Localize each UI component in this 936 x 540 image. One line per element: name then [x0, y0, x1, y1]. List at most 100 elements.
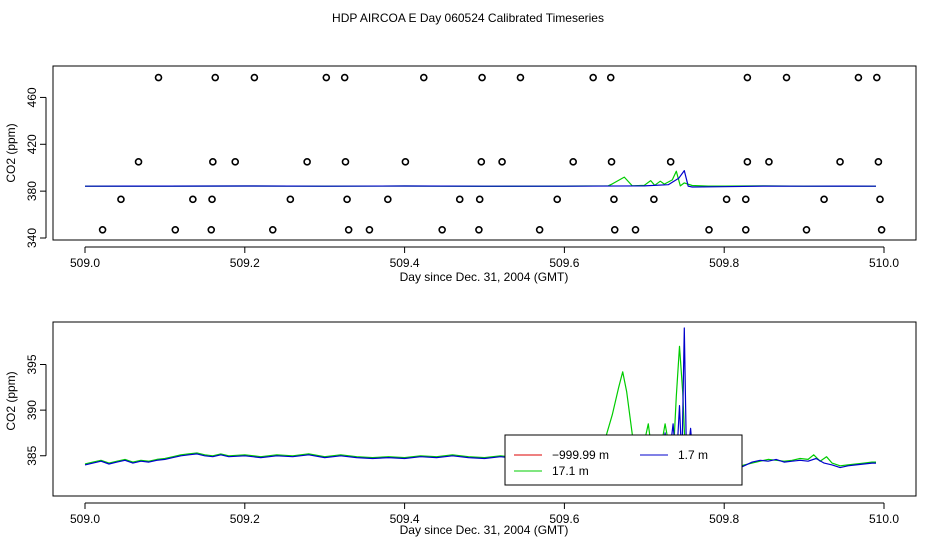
y-axis-label: CO2 (ppm): [4, 123, 18, 182]
data-point: [250, 73, 259, 82]
legend-label: 1.7 m: [678, 448, 708, 462]
data-point: [607, 158, 616, 166]
data-point: [384, 195, 392, 204]
x-tick-label: 509.8: [709, 256, 739, 270]
data-point: [666, 158, 675, 166]
data-point: [877, 226, 886, 234]
x-axis-label: Day since Dec. 31, 2004 (GMT): [400, 270, 569, 284]
data-point: [553, 195, 562, 204]
data-point: [631, 226, 640, 234]
x-tick-label: 509.0: [70, 512, 100, 526]
data-point: [765, 158, 773, 166]
legend-label: 17.1 m: [552, 464, 589, 478]
x-tick-label: 509.4: [390, 256, 420, 270]
data-point: [134, 158, 143, 166]
data-point: [610, 195, 618, 204]
y-tick-label: 340: [25, 228, 39, 248]
data-point: [171, 226, 180, 234]
data-point: [322, 73, 331, 82]
co2-timeseries-panel: 509.0 509.2 509.4 509.6 509.8 510.0 385 390 395…: [4, 321, 917, 537]
data-point: [268, 226, 277, 234]
data-point: [209, 158, 217, 166]
plot-frame: [52, 65, 917, 241]
data-point: [876, 195, 884, 204]
data-point: [189, 195, 197, 204]
legend: −999.99 m 17.1 m 1.7 m: [504, 434, 743, 486]
legend-box: [504, 434, 743, 486]
data-point: [211, 73, 220, 82]
data-point: [154, 73, 163, 82]
data-point: [344, 226, 353, 234]
figure-title: HDP AIRCOA E Day 060524 Calibrated Times…: [332, 11, 604, 25]
x-tick-label: 509.6: [549, 512, 579, 526]
legend-label: −999.99 m: [552, 448, 609, 462]
y-axis-label: CO2 (ppm): [4, 371, 18, 430]
series-layer: [84, 170, 877, 188]
co2-scatter-panel: 509.0 509.2 509.4 509.6 509.8 510.0 340 380 420…: [4, 65, 917, 284]
data-point: [705, 226, 713, 234]
data-point: [401, 158, 410, 166]
data-point: [455, 195, 464, 204]
data-point: [341, 158, 350, 166]
data-point: [365, 226, 374, 234]
series-line: [84, 327, 876, 475]
data-point: [438, 226, 446, 234]
data-point: [286, 195, 295, 204]
data-point: [610, 226, 619, 234]
data-point: [741, 226, 750, 234]
point-layer: [98, 73, 886, 234]
data-point: [606, 73, 615, 82]
data-point: [475, 226, 483, 234]
x-tick-label: 510.0: [869, 256, 899, 270]
data-point: [535, 226, 544, 234]
y-axis: 340 380 420 460: [25, 87, 47, 248]
data-point: [478, 73, 486, 82]
y-tick-label: 460: [25, 87, 39, 107]
data-point: [477, 158, 486, 166]
data-point: [873, 73, 881, 82]
series-line: [84, 170, 877, 188]
x-tick-label: 509.4: [390, 512, 420, 526]
data-point: [782, 73, 791, 82]
x-axis: 509.0 509.2 509.4 509.6 509.8 510.0: [70, 502, 899, 526]
data-point: [498, 158, 506, 166]
series-line: [84, 170, 877, 187]
data-point: [589, 73, 597, 82]
data-point: [854, 73, 863, 82]
x-tick-label: 509.6: [549, 256, 579, 270]
data-point: [208, 195, 216, 204]
data-point: [117, 195, 125, 204]
data-point: [207, 226, 216, 234]
data-point: [343, 195, 351, 204]
data-point: [743, 73, 752, 82]
data-point: [98, 226, 107, 234]
data-point: [722, 195, 731, 204]
data-point: [743, 158, 752, 166]
data-point: [303, 158, 311, 166]
x-tick-label: 509.2: [230, 256, 260, 270]
data-point: [874, 158, 883, 166]
data-point: [820, 195, 828, 204]
x-axis-label: Day since Dec. 31, 2004 (GMT): [400, 523, 569, 537]
data-point: [569, 158, 577, 166]
data-point: [741, 195, 750, 204]
y-axis: 385 390 395: [25, 354, 47, 466]
y-tick-label: 380: [25, 181, 39, 201]
data-point: [802, 226, 811, 234]
plot-frame: [52, 321, 917, 497]
x-axis: 509.0 509.2 509.4 509.6 509.8 510.0: [70, 246, 899, 270]
y-tick-label: 395: [25, 354, 39, 374]
x-tick-label: 509.0: [70, 256, 100, 270]
data-point: [650, 195, 658, 204]
series-line: [84, 345, 876, 472]
series-layer: [84, 327, 876, 475]
y-tick-label: 420: [25, 134, 39, 154]
data-point: [475, 195, 484, 204]
y-tick-label: 390: [25, 400, 39, 420]
data-point: [836, 158, 844, 166]
y-tick-label: 385: [25, 445, 39, 465]
data-point: [419, 73, 428, 82]
data-point: [340, 73, 349, 82]
x-tick-label: 510.0: [869, 512, 899, 526]
